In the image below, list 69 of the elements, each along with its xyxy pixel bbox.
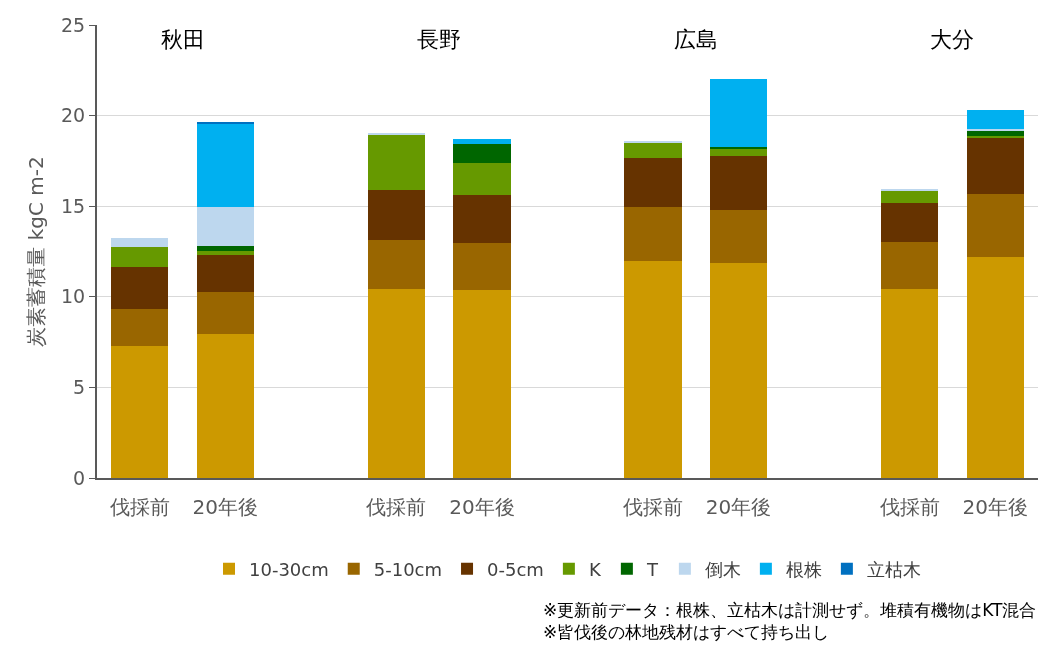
annotation: 長野 (417, 27, 461, 52)
annotation: 広島 (674, 27, 718, 52)
x-tick-label: 20年後 (705, 495, 772, 519)
bar (709, 263, 768, 478)
bar (453, 194, 511, 243)
y-axis-title: 炭素蓄積量 kgC m-2 (24, 156, 49, 347)
bar (709, 78, 768, 148)
bar (624, 261, 682, 478)
bar (966, 128, 1024, 131)
bar (111, 266, 169, 310)
bar (111, 309, 169, 346)
bar (709, 149, 768, 157)
bar (709, 147, 768, 150)
bar (881, 190, 939, 203)
bar (196, 334, 254, 478)
x-tick-label: 伐採前 (879, 495, 940, 519)
x-tick-label: 20年後 (962, 495, 1028, 519)
x-tick-label: 20年後 (192, 495, 259, 519)
bar (966, 137, 1024, 194)
x-tick-label: 20年後 (449, 495, 515, 519)
bar (453, 290, 511, 478)
y-tick-label: 25 (61, 13, 86, 36)
y-tick-label: 15 (61, 194, 86, 217)
bar (624, 157, 682, 208)
y-tick-label: 20 (61, 104, 86, 127)
legend-label: T (645, 558, 659, 580)
bar (624, 142, 682, 158)
bar (196, 255, 254, 293)
bar (881, 241, 939, 290)
bar (966, 109, 1024, 129)
bar (367, 240, 426, 290)
bar (624, 207, 682, 262)
bar (709, 209, 768, 264)
y-tick-label: 5 (73, 376, 86, 399)
y-tick-label: 0 (73, 466, 86, 489)
bar (367, 289, 426, 478)
text: ※更新前データ：根株、立枯木は計測せず。堆積有機物はKT混合 ※皆伐後の林地残材はすべて持ち出し (543, 600, 1037, 643)
bar (111, 247, 169, 267)
bar (881, 289, 939, 478)
annotation: 大分 (930, 27, 974, 52)
bar (367, 134, 426, 190)
legend-label: 10-30cm (249, 558, 329, 580)
bar (196, 207, 254, 246)
x-tick-label: 伐採前 (109, 495, 170, 519)
bar (453, 163, 511, 195)
x-tick-label: 伐採前 (366, 495, 427, 519)
bar (453, 242, 511, 291)
legend-label: 立枯木 (866, 558, 921, 580)
legend-label: 5-10cm (373, 558, 443, 580)
bar (966, 193, 1024, 258)
bar (966, 130, 1024, 136)
bar (196, 123, 254, 208)
legend-label: 0-5cm (487, 558, 544, 580)
legend-label: K (588, 558, 602, 580)
bar (111, 237, 169, 248)
bar (453, 139, 511, 144)
bar (196, 292, 254, 335)
x-tick-label: 伐採前 (623, 495, 684, 519)
bar (881, 202, 939, 242)
bar (111, 345, 169, 478)
bar (453, 143, 511, 164)
legend-label: 根株 (785, 558, 822, 580)
bar (709, 156, 768, 210)
legend-label: 倒木 (704, 558, 741, 580)
annotation: 秋田 (161, 27, 205, 52)
y-tick-label: 10 (61, 285, 86, 308)
bar (966, 257, 1024, 478)
bar (196, 245, 254, 251)
bar (367, 189, 426, 241)
